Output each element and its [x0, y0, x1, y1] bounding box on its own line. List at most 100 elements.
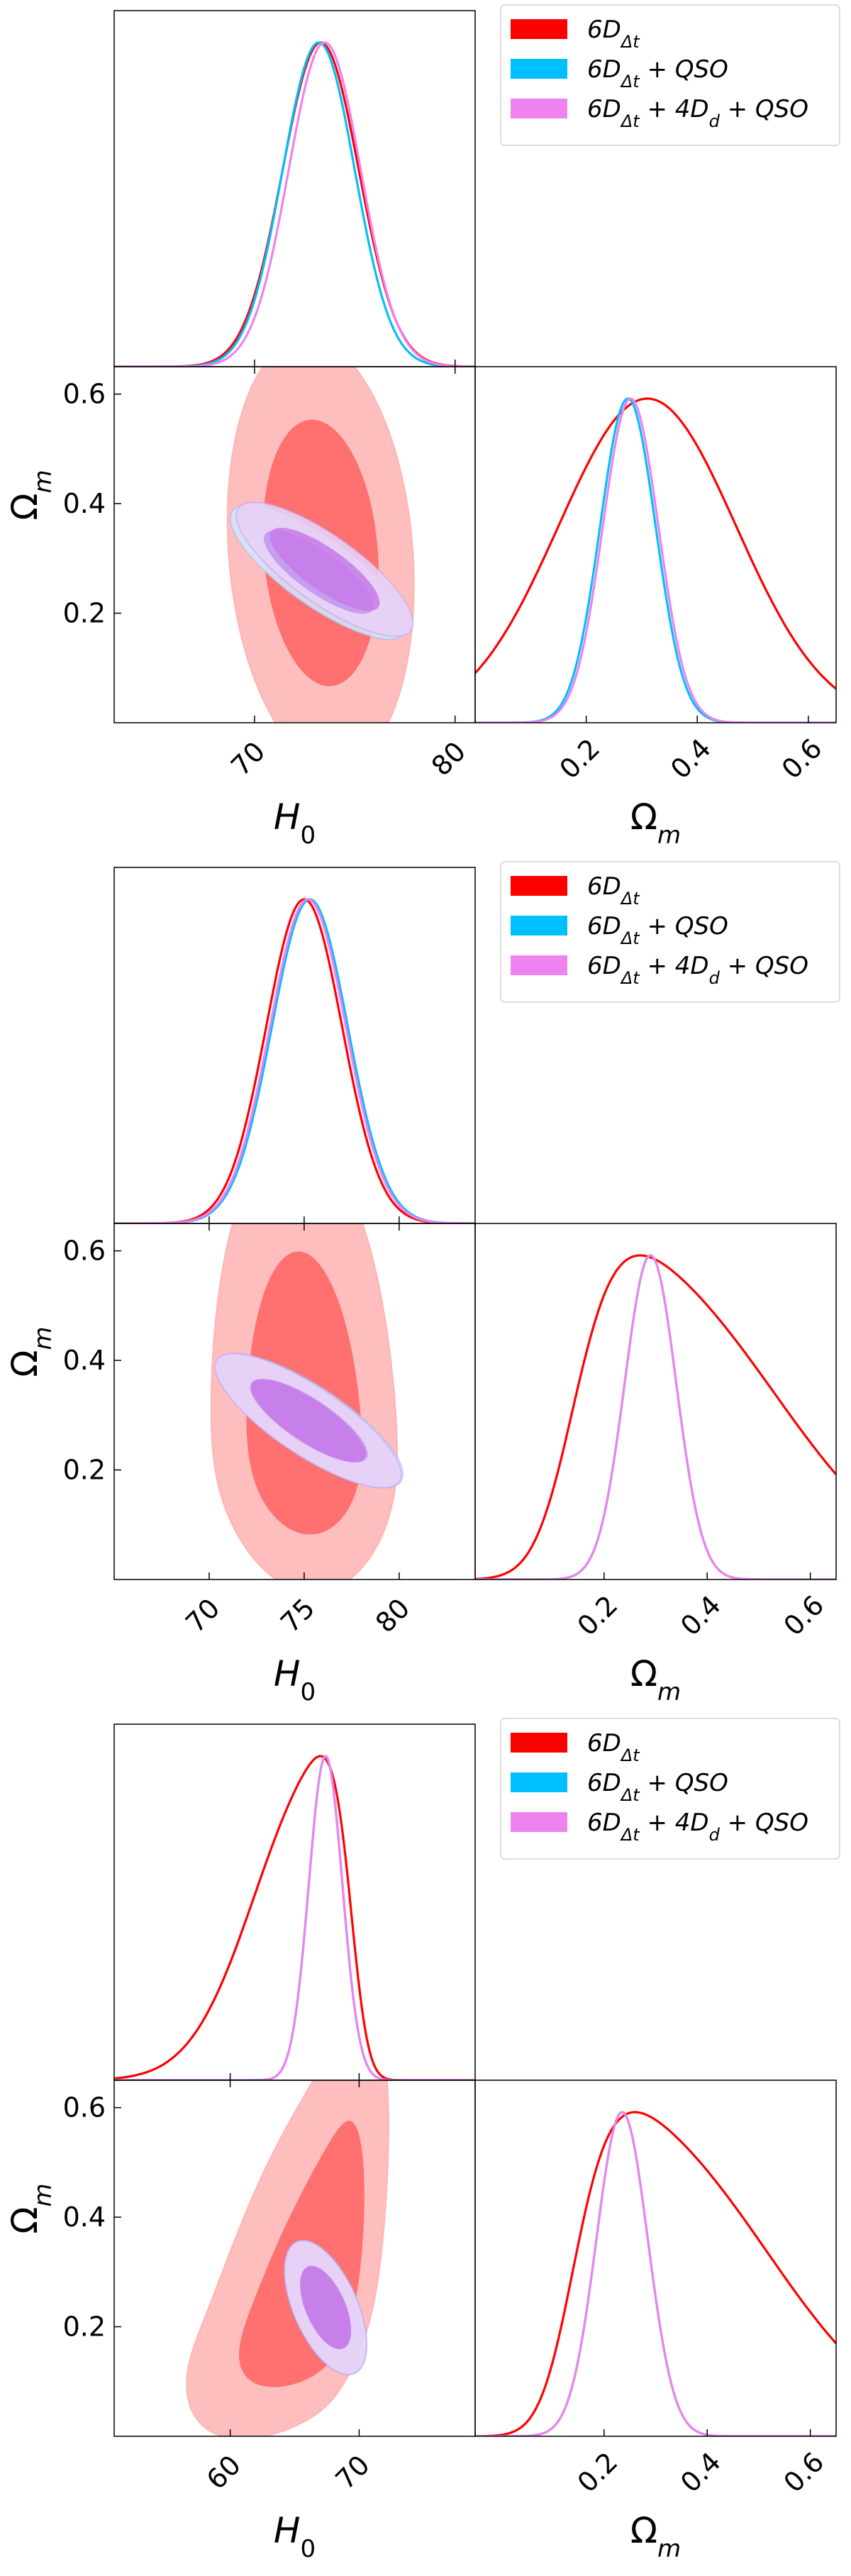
- om-curve-6D-t: [475, 397, 836, 690]
- legend-label-6D_4D_QSO: 6DΔt + 4Dd + QSO: [587, 952, 808, 988]
- legend-text-part: d: [709, 111, 721, 131]
- legend-label-6D_QSO: 6DΔt + QSO: [587, 1769, 728, 1805]
- legend-label-6D_QSO: 6DΔt + QSO: [587, 912, 728, 948]
- y-axis-label-om: Ωm: [4, 470, 57, 520]
- h0-curve-6D-t-4D-d-QSO: [114, 1755, 475, 2080]
- legend-text-part: Δt: [620, 968, 640, 988]
- om-curve-6D-t-4D-d-QSO: [475, 1254, 836, 1580]
- y-axis-label-om: Ωm: [4, 2183, 57, 2233]
- legend-text-part: Δt: [620, 72, 640, 91]
- h0-curve-6D-t-QSO: [114, 898, 475, 1223]
- label-part: m: [29, 470, 57, 493]
- label-part: 0: [300, 2535, 316, 2563]
- label-part: m: [657, 1678, 681, 1706]
- legend-label-6D_4D_QSO: 6DΔt + 4Dd + QSO: [587, 1809, 808, 1845]
- om-marginal-3: [475, 2111, 836, 2436]
- legend-text-part: 6D: [587, 55, 621, 84]
- label-part: Ω: [4, 1350, 45, 1377]
- legend-label-6D_QSO: 6DΔt + QSO: [587, 55, 728, 91]
- x-axis-label-om: Ωm: [630, 2510, 681, 2563]
- legend-text-part: d: [709, 968, 721, 988]
- legend-text-part: 6D: [587, 16, 621, 44]
- panel-frame: [474, 366, 837, 723]
- om-tick-label: 0.6: [63, 2092, 106, 2123]
- legend-text-part: Δt: [620, 1745, 640, 1765]
- legend-text-part: 6D: [587, 952, 621, 980]
- legend-text-part: 4D: [675, 95, 709, 123]
- h0-tick-label: 80: [425, 735, 472, 782]
- h0-curve-6D-t-QSO: [114, 41, 475, 367]
- h0-tick-label: 80: [369, 1592, 416, 1638]
- label-part: Ω: [630, 2510, 657, 2551]
- h0-tick-label: 60: [201, 2449, 247, 2495]
- h0-curve-6D-t: [114, 41, 475, 367]
- h0-curve-6D-t-4D-d-QSO: [114, 41, 475, 367]
- legend-text-part: Δt: [620, 889, 640, 909]
- contour-panel-2: [210, 1223, 404, 1580]
- legend-text-part: 4D: [675, 952, 709, 980]
- om-tick-label: 0.6: [63, 379, 106, 410]
- h0-tick-label: 70: [330, 2449, 376, 2495]
- legend-text-part: Δt: [620, 32, 640, 52]
- h0-curve-6D-t-QSO: [114, 1755, 475, 2080]
- om-tick-label: 0.2: [63, 2311, 106, 2343]
- h0-marginal-2: [114, 898, 475, 1223]
- h0-tick-label: 70: [225, 735, 271, 782]
- x-axis-label-h0: H0: [274, 1653, 316, 1706]
- legend-text-part: Δt: [620, 928, 640, 948]
- om-marginal-1: [475, 397, 836, 723]
- legend-box: [500, 1718, 840, 1860]
- legend-text-part: Δt: [620, 1825, 640, 1845]
- legend-swatch-6D_4D_QSO: [511, 955, 567, 975]
- x-axis-label-om: Ωm: [630, 796, 681, 850]
- contour-panel-1: [226, 367, 415, 723]
- om-tick-label: 0.2: [63, 1455, 106, 1486]
- legend-swatch-6D_4D_QSO: [511, 99, 567, 118]
- om-curve-6D-t-QSO: [475, 1254, 836, 1580]
- om-x-tick-label: 0.6: [778, 1589, 830, 1642]
- om-curve-6D-t-4D-d-QSO: [475, 397, 836, 723]
- h0-curve-6D-t-4D-d-QSO: [114, 898, 475, 1223]
- legend-text-part: 6D: [587, 1729, 621, 1758]
- om-x-tick-label: 0.6: [778, 2446, 830, 2499]
- om-x-tick-label: 0.6: [776, 733, 828, 785]
- legend-label-6D: 6DΔt: [587, 16, 640, 52]
- om-curve-6D-t: [475, 1254, 836, 1580]
- contour-panel-3: [185, 2080, 390, 2436]
- label-part: H: [274, 2510, 301, 2551]
- legend-swatch-6D: [511, 1733, 567, 1753]
- legend-text-part: Δt: [620, 1785, 640, 1805]
- h0-curve-6D-t: [114, 1755, 475, 2080]
- om-x-tick-label: 0.2: [572, 1589, 624, 1642]
- om-curve-6D-t-QSO: [475, 397, 836, 723]
- panel-frame: [113, 10, 476, 367]
- x-axis-label-h0: H0: [274, 796, 316, 850]
- label-part: Ω: [4, 2206, 45, 2233]
- legend-text-part: 6D: [587, 872, 621, 901]
- legend-label-6D: 6DΔt: [587, 872, 640, 909]
- om-tick-label: 0.4: [63, 2202, 106, 2233]
- y-axis-label-om: Ωm: [4, 1326, 57, 1377]
- legend-text-part: + QSO: [720, 952, 808, 980]
- om-x-tick-label: 0.4: [664, 733, 717, 785]
- h0-tick-label: 70: [179, 1592, 226, 1638]
- h0-marginal-1: [114, 41, 475, 367]
- h0-tick-label: 75: [274, 1592, 321, 1638]
- contour-6D-t-4D-d-QSO-1sigma: [250, 1379, 366, 1462]
- om-tick-label: 0.6: [63, 1236, 106, 1267]
- x-axis-label-h0: H0: [274, 2510, 316, 2563]
- legend-label-6D: 6DΔt: [587, 1729, 640, 1765]
- label-part: m: [29, 2183, 57, 2206]
- h0-marginal-3: [114, 1755, 475, 2080]
- om-curve-6D-t: [475, 2111, 836, 2436]
- legend-text-part: + QSO: [720, 95, 808, 123]
- legend-swatch-6D_QSO: [511, 59, 567, 79]
- label-part: 0: [300, 821, 316, 850]
- legend-text-part: +: [640, 952, 675, 980]
- om-curve-6D-t-4D-d-QSO: [475, 2111, 836, 2436]
